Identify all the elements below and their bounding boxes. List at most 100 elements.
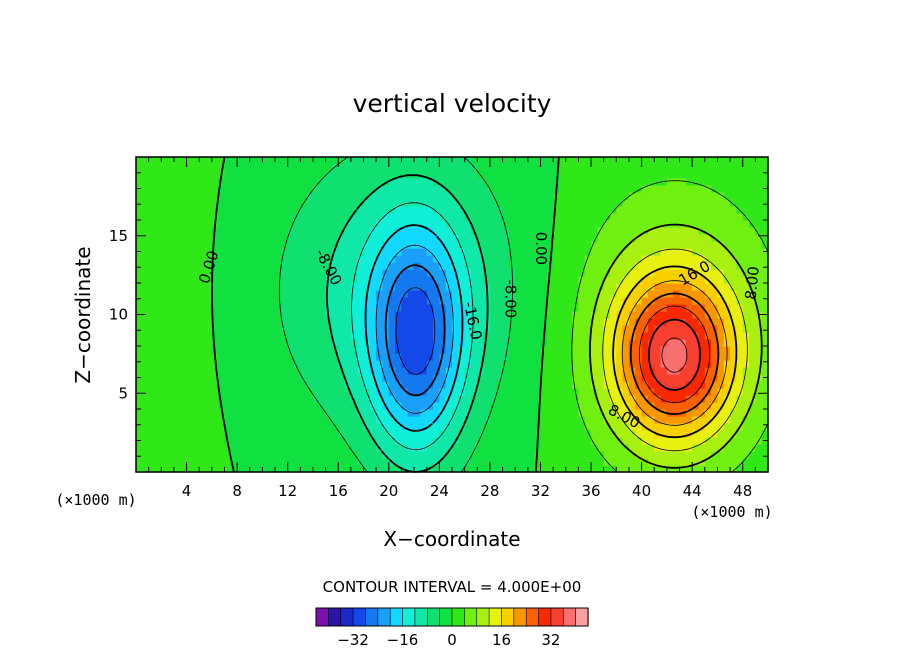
contour-cell (477, 318, 485, 326)
contour-cell (527, 283, 535, 291)
contour-cell (414, 234, 421, 242)
contour-cell (199, 241, 207, 249)
contour-cell (306, 157, 314, 165)
contour-cell (761, 164, 769, 172)
contour-cell (218, 332, 226, 340)
contour-cell (312, 339, 320, 347)
contour-cell (243, 227, 251, 235)
contour-cell (426, 157, 434, 165)
contour-cell (641, 416, 649, 424)
contour-cell (527, 164, 535, 172)
contour-cell (205, 255, 213, 263)
contour-cell (704, 430, 712, 438)
contour-cell (382, 178, 390, 186)
contour-cell (161, 353, 169, 361)
contour-cell (186, 164, 194, 172)
contour-cell (730, 353, 737, 361)
contour-cell (496, 430, 504, 438)
contour-cell (749, 458, 756, 466)
contour-cell (161, 346, 169, 354)
contour-cell (559, 297, 567, 305)
contour-cell (350, 465, 358, 473)
contour-cell (388, 374, 396, 382)
contour-cell (275, 262, 282, 270)
contour-cell (230, 241, 238, 249)
contour-cell (521, 374, 529, 382)
contour-cell (660, 416, 668, 424)
contour-cell (685, 241, 693, 249)
contour-cell (717, 444, 725, 452)
contour-cell (287, 451, 295, 459)
contour-cell (338, 234, 346, 242)
contour-cell (736, 416, 744, 424)
x-axis-label: X−coordinate (383, 527, 520, 551)
contour-cell (350, 444, 358, 452)
contour-cell (148, 325, 156, 333)
contour-cell (641, 276, 649, 284)
contour-cell (414, 269, 421, 277)
contour-cell (401, 227, 409, 235)
contour-cell (508, 227, 516, 235)
contour-cell (357, 227, 365, 235)
contour-cell (483, 395, 491, 403)
contour-cell (243, 220, 251, 228)
contour-cell (357, 262, 365, 270)
contour-cell (534, 178, 542, 186)
contour-cell (698, 409, 706, 417)
contour-cell (300, 360, 308, 368)
contour-cell (294, 409, 301, 417)
contour-cell (142, 220, 150, 228)
contour-cell (426, 304, 434, 312)
contour-cell (578, 276, 586, 284)
contour-cell (401, 269, 409, 277)
contour-cell (730, 269, 737, 277)
contour-cell (483, 276, 491, 284)
contour-cell (641, 332, 649, 340)
contour-cell (445, 444, 453, 452)
contour-cell (761, 157, 769, 165)
contour-cell (452, 409, 459, 417)
contour-cell (477, 290, 485, 298)
contour-cell (755, 423, 763, 431)
contour-cell (527, 206, 535, 214)
contour-cell (300, 248, 308, 256)
contour-cell (325, 227, 333, 235)
contour-cell (192, 290, 200, 298)
contour-cell (224, 164, 232, 172)
contour-cell (167, 416, 175, 424)
contour-cell (148, 430, 156, 438)
contour-cell (199, 171, 207, 179)
contour-cell (742, 451, 750, 459)
contour-cell (205, 318, 213, 326)
contour-cell (628, 171, 636, 179)
contour-cell (407, 458, 415, 466)
contour-cell (331, 353, 339, 361)
contour-cell (154, 451, 162, 459)
contour-cell (698, 311, 706, 319)
contour-cell (616, 185, 624, 193)
contour-cell (628, 318, 636, 326)
contour-cell (578, 241, 586, 249)
contour-cell (730, 199, 737, 207)
contour-cell (167, 395, 175, 403)
contour-cell (610, 304, 617, 312)
contour-cell (559, 374, 567, 382)
contour-cell (546, 346, 554, 354)
contour-cell (647, 206, 655, 214)
contour-cell (489, 234, 497, 242)
contour-cell (749, 276, 756, 284)
contour-cell (616, 304, 624, 312)
contour-cell (192, 283, 200, 291)
contour-cell (445, 437, 453, 445)
contour-cell (477, 199, 485, 207)
contour-cell (591, 353, 598, 361)
contour-cell (407, 332, 415, 340)
contour-cell (186, 346, 194, 354)
contour-cell (616, 262, 624, 270)
contour-cell (262, 227, 270, 235)
contour-cell (761, 290, 769, 298)
contour-cell (452, 234, 459, 242)
contour-cell (281, 367, 289, 375)
contour-cell (268, 437, 276, 445)
contour-cell (382, 206, 390, 214)
